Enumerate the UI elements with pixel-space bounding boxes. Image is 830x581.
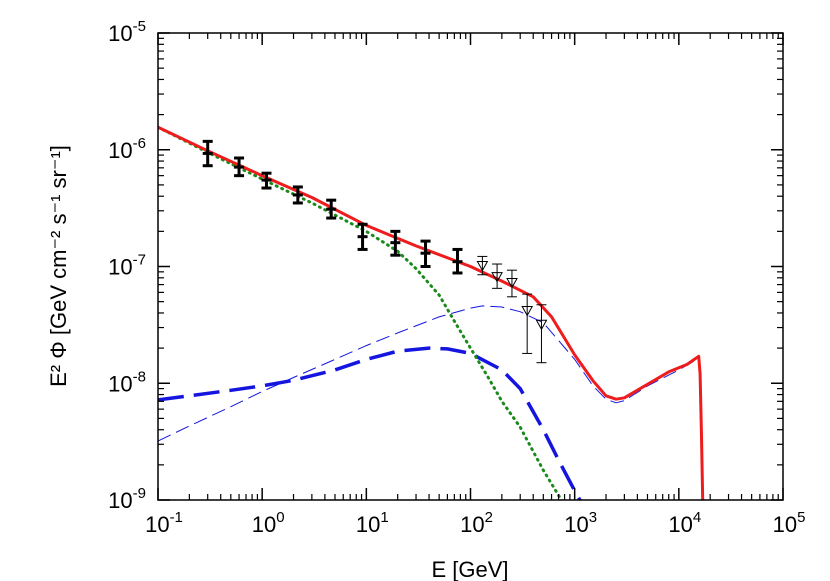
y-tick-label: 10-7 <box>108 252 146 280</box>
y-axis-label: E² Φ [GeV cm⁻² s⁻¹ sr⁻¹] <box>46 145 71 387</box>
x-tick-label: 10-1 <box>145 509 183 537</box>
series-line-solid <box>158 125 705 500</box>
x-tick-label: 105 <box>773 509 806 537</box>
x-axis-label: E [GeV] <box>431 557 508 581</box>
y-tick-label: 10-6 <box>108 135 146 163</box>
series-line-thick-dashed <box>158 346 582 500</box>
x-tick-label: 100 <box>252 509 285 537</box>
limit-marker <box>521 306 534 317</box>
series-line-dotted <box>158 125 564 500</box>
series-line-thin-dashed <box>158 305 698 442</box>
x-tick-label: 103 <box>564 509 597 537</box>
ticks-layer <box>157 32 784 501</box>
x-tick-label: 102 <box>460 509 493 537</box>
y-tick-label: 10-9 <box>108 485 146 513</box>
limit-marker <box>535 319 548 331</box>
x-tick-label: 101 <box>356 509 389 537</box>
limit-marker <box>491 272 503 283</box>
tick-labels-layer: 10-1 100 101 102 103 104 105 10-9 10-8 10-7 10-6 10… <box>108 18 805 537</box>
x-tick-label: 104 <box>668 509 701 537</box>
y-tick-label: 10-8 <box>108 368 146 396</box>
y-tick-label: 10-5 <box>108 18 146 46</box>
limit-marker <box>476 261 489 272</box>
data-points-layer <box>202 139 548 364</box>
series-layer <box>158 125 705 500</box>
limit-marker <box>506 278 518 289</box>
